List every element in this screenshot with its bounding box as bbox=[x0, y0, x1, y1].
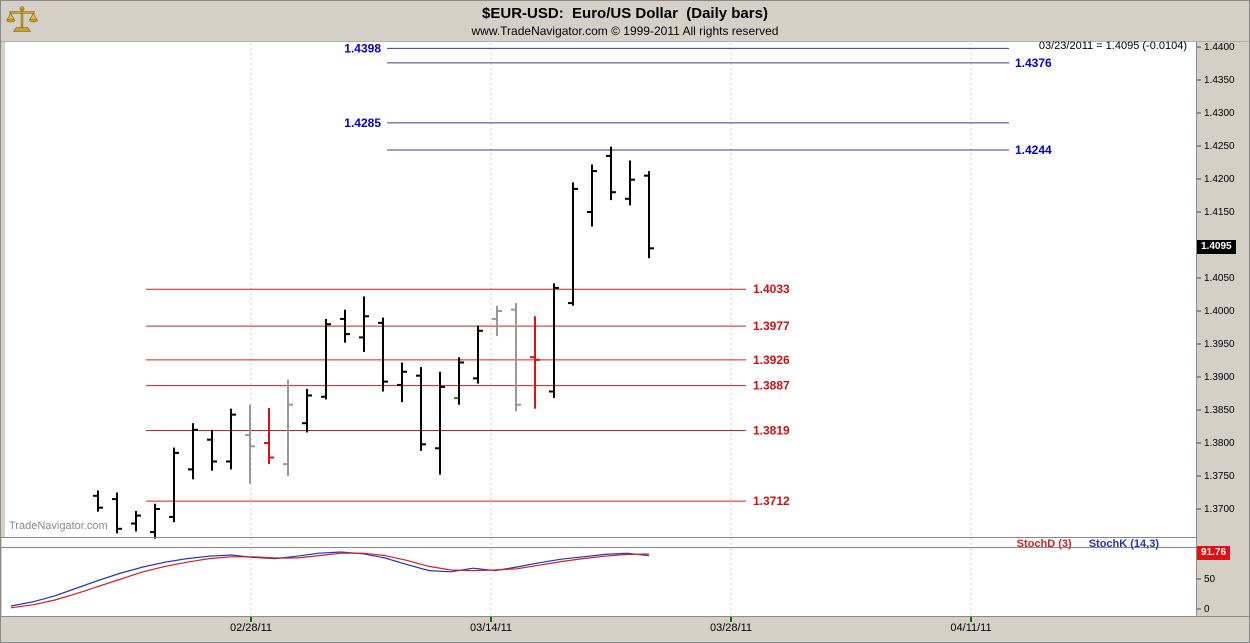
resistance-level-label: 1.4285 bbox=[344, 116, 381, 130]
date-axis-label: 03/28/11 bbox=[709, 622, 753, 634]
resistance-level-label: 1.4244 bbox=[1015, 143, 1052, 157]
price-axis-label: 1.4300 bbox=[1204, 108, 1235, 119]
date-axis-tick bbox=[250, 617, 252, 622]
price-axis-label: 1.4250 bbox=[1204, 141, 1235, 152]
price-axis[interactable]: 1.44001.43501.43001.42501.42001.41501.41… bbox=[1197, 41, 1249, 617]
watermark: TradeNavigator.com bbox=[9, 520, 108, 532]
price-axis-label: 1.4000 bbox=[1204, 306, 1235, 317]
price-axis-label: 1.3800 bbox=[1204, 438, 1235, 449]
resistance-level-label: 1.4398 bbox=[344, 41, 381, 55]
price-axis-label: 1.4050 bbox=[1204, 273, 1235, 284]
date-axis-label: 02/28/11 bbox=[229, 622, 273, 634]
support-level-label: 1.4033 bbox=[753, 282, 790, 296]
date-axis-label: 03/14/11 bbox=[469, 622, 513, 634]
price-axis-label: 1.4350 bbox=[1204, 75, 1235, 86]
price-axis-label: 1.3700 bbox=[1204, 504, 1235, 515]
date-axis-tick bbox=[970, 617, 972, 622]
stoch-axis-label: 0 bbox=[1204, 604, 1210, 615]
stochastic-panel-background bbox=[2, 538, 1196, 616]
last-price-tag: 1.4095 bbox=[1197, 240, 1236, 255]
chart-subtitle: www.TradeNavigator.com © 1999-2011 All r… bbox=[471, 24, 779, 38]
support-level-label: 1.3712 bbox=[753, 494, 790, 508]
price-axis-label: 1.3850 bbox=[1204, 405, 1235, 416]
price-axis-label: 1.4200 bbox=[1204, 174, 1235, 185]
stochk-label[interactable]: StochK (14,3) bbox=[1088, 538, 1159, 550]
support-level-label: 1.3977 bbox=[753, 319, 790, 333]
stochd-line bbox=[10, 552, 650, 609]
price-axis-label: 1.4400 bbox=[1204, 42, 1235, 53]
stochastic-legend: StochD (3) StochK (14,3) bbox=[1, 538, 1159, 550]
date-axis[interactable]: 02/28/11 03/14/11 03/28/11 04/11/11 bbox=[1, 617, 1249, 642]
date-axis-tick bbox=[490, 617, 492, 622]
stoch-value-tag: 91.76 bbox=[1197, 545, 1231, 560]
last-quote-readout: 03/23/2011 = 1.4095 (-0.0104) bbox=[1038, 40, 1187, 52]
resistance-level-label: 1.4376 bbox=[1015, 56, 1052, 70]
support-level-label: 1.3926 bbox=[753, 353, 790, 367]
support-level-label: 1.3819 bbox=[753, 423, 790, 437]
stoch-axis-label: 50 bbox=[1204, 574, 1216, 585]
chart-title: $EUR-USD: Euro/US Dollar (Daily bars) bbox=[482, 5, 768, 22]
stochd-label[interactable]: StochD (3) bbox=[1016, 538, 1072, 550]
tradenavigator-logo-icon bbox=[6, 4, 38, 41]
price-axis-label: 1.4150 bbox=[1204, 207, 1235, 218]
price-axis-label: 1.3750 bbox=[1204, 471, 1235, 482]
price-axis-label: 1.3900 bbox=[1204, 372, 1235, 383]
date-axis-label: 04/11/11 bbox=[950, 622, 992, 634]
stochk-line bbox=[10, 551, 650, 607]
support-level-label: 1.3887 bbox=[753, 379, 790, 393]
price-axis-label: 1.3950 bbox=[1204, 339, 1235, 350]
date-axis-tick bbox=[730, 617, 732, 622]
